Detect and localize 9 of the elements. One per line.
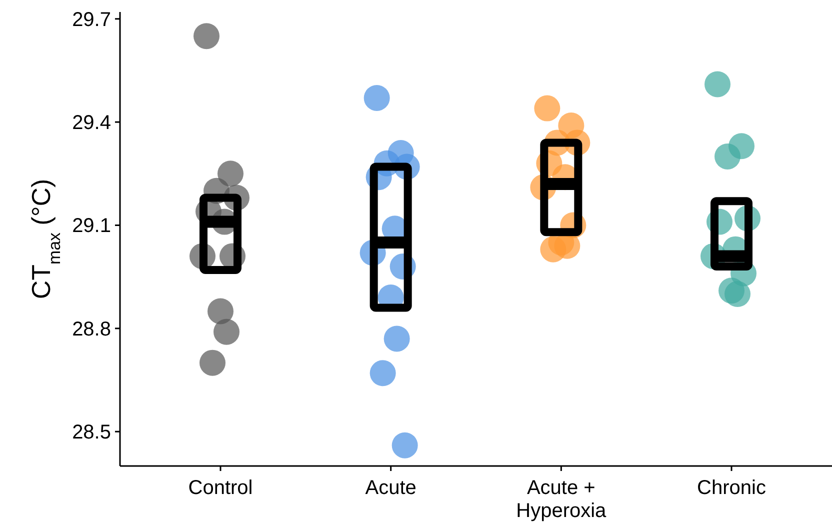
x-tick-label: Control xyxy=(188,477,253,499)
y-tick-label: 29.1 xyxy=(72,215,111,238)
y-tick-label: 28.8 xyxy=(72,318,111,340)
y-tick-label: 29.4 xyxy=(72,112,111,134)
x-tick-label: Chronic xyxy=(697,477,766,499)
y-tick-label: 29.7 xyxy=(72,8,111,31)
x-tick-label: Acute + Hyperoxia xyxy=(516,477,608,522)
x-tick-label: Acute xyxy=(365,477,416,499)
y-tick-label: 28.5 xyxy=(72,422,111,444)
